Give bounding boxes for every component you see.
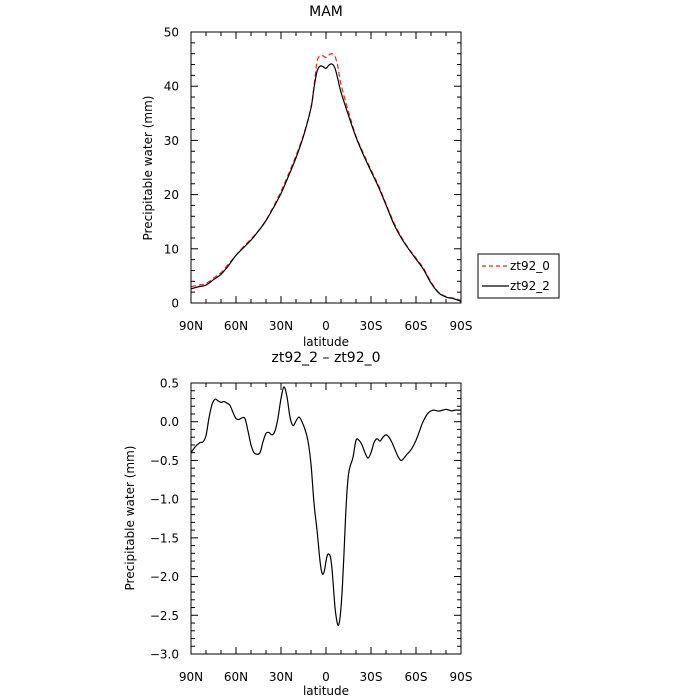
top-y-tick-label: 10 xyxy=(164,242,179,256)
top-x-tick-label: 60N xyxy=(224,319,248,333)
top-x-tick-label: 90N xyxy=(179,319,203,333)
bottom-x-tick-label: 90N xyxy=(179,670,203,684)
bottom-y-tick-label: −3.0 xyxy=(150,648,179,662)
top-y-tick-label: 0 xyxy=(171,297,179,311)
bottom-y-tick-label: −2.0 xyxy=(150,570,179,584)
legend-entry-zt92-0: zt92_0 xyxy=(510,259,550,273)
top-y-tick-label: 40 xyxy=(164,80,179,94)
bottom-x-tick-label: 90S xyxy=(450,670,473,684)
top-x-tick-label: 90S xyxy=(450,319,473,333)
bottom-y-tick-label: −1.0 xyxy=(150,493,179,507)
bottom-y-tick-label: −2.5 xyxy=(150,609,179,623)
top-x-axis-label: latitude xyxy=(303,335,349,349)
bottom-series-line-zt92-2-zt92-0 xyxy=(190,386,461,627)
top-x-tick-label: 0 xyxy=(322,319,330,333)
top-y-tick-label: 30 xyxy=(164,134,179,148)
bottom-x-tick-label: 0 xyxy=(322,670,330,684)
legend-box xyxy=(477,253,560,299)
top-plot-frame xyxy=(190,31,462,304)
top-series-line-zt92-0 xyxy=(190,53,462,301)
bottom-y-axis-label: Precipitable water (mm) xyxy=(123,446,137,591)
top-series-lines xyxy=(190,53,462,302)
bottom-ticks: 90N 60N 30N 0 30S 60S 90S 0.5 0.0 −0.5 −1.0 −1.5 −2.… xyxy=(150,377,473,685)
top-panel: MAM 90N 60N 30N 0 30S 60S 90S 0 10 20 30 40 50 latit… xyxy=(141,4,472,349)
bottom-x-tick-label: 60N xyxy=(224,670,248,684)
top-x-tick-label: 30S xyxy=(360,319,383,333)
bottom-y-tick-label: 0.0 xyxy=(160,415,179,429)
top-chart-title: MAM xyxy=(309,4,343,20)
bottom-x-tick-label: 30N xyxy=(269,670,293,684)
bottom-y-tick-label: −1.5 xyxy=(150,531,179,545)
bottom-chart-title: zt92_2 – zt92_0 xyxy=(271,350,380,366)
legend: zt92_0 zt92_2 xyxy=(477,253,560,299)
legend-entry-zt92-2: zt92_2 xyxy=(510,279,550,293)
bottom-x-tick-label: 30S xyxy=(360,670,383,684)
bottom-y-tick-label: −0.5 xyxy=(150,454,179,468)
top-y-tick-label: 20 xyxy=(164,188,179,202)
bottom-series-lines xyxy=(190,386,461,627)
bottom-panel: zt92_2 – zt92_0 90N 60N 30N 0 30S 60S 90S 0.5 0.… xyxy=(123,350,472,698)
bottom-x-tick-label: 60S xyxy=(405,670,428,684)
top-series-line-zt92-2 xyxy=(190,63,462,302)
top-x-tick-label: 30N xyxy=(269,319,293,333)
bottom-x-axis-label: latitude xyxy=(303,684,349,698)
top-ticks: 90N 60N 30N 0 30S 60S 90S 0 10 20 30 40 50 xyxy=(164,26,473,334)
top-y-tick-label: 50 xyxy=(164,26,179,40)
top-y-axis-label: Precipitable water (mm) xyxy=(141,96,155,241)
top-x-tick-label: 60S xyxy=(405,319,428,333)
bottom-plot-frame xyxy=(190,382,462,655)
bottom-y-tick-label: 0.5 xyxy=(160,377,179,391)
